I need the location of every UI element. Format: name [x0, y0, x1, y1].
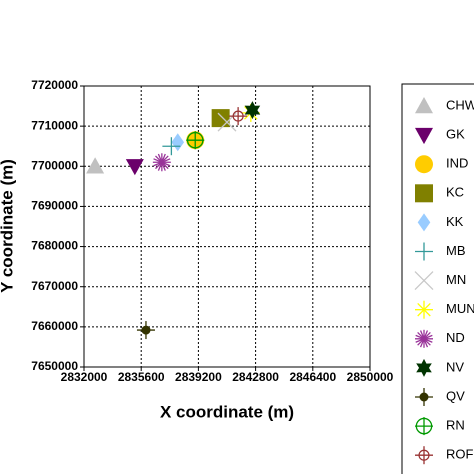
marker-stroke: [417, 302, 431, 317]
legend-label: CHW: [446, 97, 474, 112]
marker: [136, 321, 155, 340]
x-tick-label: 2835600: [118, 370, 165, 384]
plot-area: [86, 101, 261, 340]
marker: [415, 300, 433, 319]
legend-label: QV: [446, 388, 465, 403]
marker: [415, 184, 433, 203]
legend: CHW GK IND KC KK MB MN MUN ND NV QV RN ROF: [414, 97, 474, 465]
marker: [415, 155, 433, 174]
legend-label: MN: [446, 272, 466, 287]
marker-shape: [417, 213, 431, 232]
marker-shape: [416, 358, 432, 377]
marker: [415, 97, 433, 114]
legend-label: NV: [446, 359, 464, 374]
y-tick-label: 7650000: [31, 359, 78, 373]
plot-frame: [83, 85, 371, 368]
marker-shape: [141, 325, 151, 335]
marker: [417, 213, 431, 232]
y-tick-label: 7680000: [31, 239, 78, 253]
x-axis-title: X coordinate (m): [160, 402, 294, 421]
x-tick-label: 2842800: [232, 370, 279, 384]
y-tick-label: 7670000: [31, 279, 78, 293]
marker-shape: [244, 101, 261, 120]
marker-shape: [415, 127, 433, 145]
marker: [415, 127, 433, 145]
legend-label: KK: [446, 214, 464, 229]
marker-stroke: [415, 334, 433, 343]
legend-label: ROF: [446, 447, 474, 462]
y-tick-label: 7720000: [31, 78, 78, 92]
legend-label: RN: [446, 418, 465, 433]
marker: [186, 131, 205, 150]
marker: [211, 109, 230, 128]
marker-shape: [86, 157, 105, 174]
marker: [415, 417, 433, 436]
marker: [415, 388, 433, 406]
marker: [86, 157, 105, 174]
marker: [244, 101, 261, 120]
marker-shape: [415, 155, 433, 174]
marker: [416, 358, 432, 377]
legend-label: MB: [446, 243, 466, 258]
y-axis-title: Y coordinate (m): [0, 159, 16, 293]
legend-label: KC: [446, 185, 464, 200]
legend-label: MUN: [446, 301, 474, 316]
marker-shape: [415, 184, 433, 203]
x-tick-label: 2832000: [61, 370, 108, 384]
marker-shape: [419, 392, 429, 402]
legend-label: ND: [446, 330, 465, 345]
marker: [152, 153, 171, 172]
marker: [415, 329, 433, 348]
y-tick-label: 7690000: [31, 199, 78, 213]
x-tick-label: 2839200: [175, 370, 222, 384]
legend-box: [401, 83, 474, 474]
legend-label: GK: [446, 127, 465, 142]
marker-stroke: [414, 271, 434, 291]
marker: [171, 133, 185, 152]
marker: [229, 107, 248, 126]
marker: [414, 271, 434, 291]
y-tick-label: 7710000: [31, 118, 78, 132]
marker-shape: [125, 159, 144, 176]
y-tick-label: 7700000: [31, 158, 78, 172]
marker-shape: [171, 133, 185, 152]
x-tick-label: 2846400: [289, 370, 336, 384]
marker-shape: [211, 109, 230, 128]
marker: [162, 137, 181, 156]
legend-label: IND: [446, 156, 468, 171]
marker-stroke: [153, 158, 171, 167]
y-tick-label: 7660000: [31, 319, 78, 333]
marker: [125, 159, 144, 176]
x-tick-label: 2850000: [347, 370, 394, 384]
marker-shape: [415, 97, 433, 114]
marker: [415, 242, 433, 261]
marker: [415, 446, 433, 465]
